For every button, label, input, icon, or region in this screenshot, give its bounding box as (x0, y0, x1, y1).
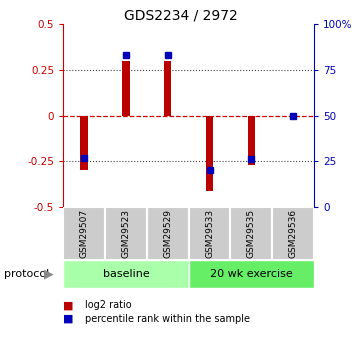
Text: protocol: protocol (4, 269, 49, 279)
Text: GSM29507: GSM29507 (79, 209, 88, 258)
Bar (63, 260, 188, 288)
Bar (248, 116, 255, 165)
Bar (290, 116, 297, 117)
Text: percentile rank within the sample: percentile rank within the sample (85, 314, 250, 324)
Text: GSM29529: GSM29529 (163, 209, 172, 258)
Bar (188, 260, 314, 288)
Text: baseline: baseline (103, 269, 149, 279)
Text: ▶: ▶ (44, 268, 53, 281)
Bar (147, 207, 188, 260)
Text: GSM29535: GSM29535 (247, 209, 256, 258)
Text: GSM29536: GSM29536 (289, 209, 298, 258)
Text: ■: ■ (63, 314, 74, 324)
Text: GDS2234 / 2972: GDS2234 / 2972 (123, 9, 238, 23)
Bar (63, 207, 105, 260)
Text: log2 ratio: log2 ratio (85, 300, 131, 310)
Bar (206, 116, 213, 190)
Text: GSM29523: GSM29523 (121, 209, 130, 258)
Text: 20 wk exercise: 20 wk exercise (210, 269, 293, 279)
Bar (230, 207, 272, 260)
Bar (164, 61, 171, 116)
Text: GSM29533: GSM29533 (205, 209, 214, 258)
Bar (122, 61, 130, 116)
Bar (105, 207, 147, 260)
Bar (272, 207, 314, 260)
Text: ■: ■ (63, 300, 74, 310)
Bar (80, 116, 88, 170)
Bar (188, 207, 230, 260)
